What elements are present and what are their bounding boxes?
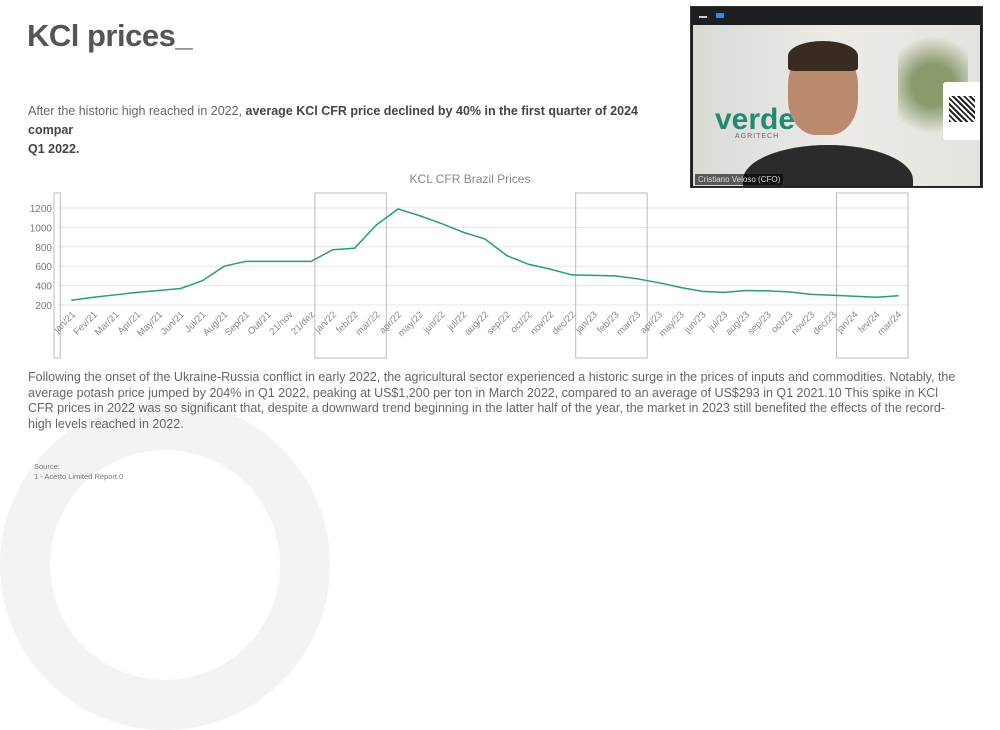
data-point: [245, 260, 247, 263]
y-tick-label: 1200: [30, 204, 53, 215]
data-point: [766, 290, 769, 292]
data-point: [853, 295, 856, 298]
x-tick-label: Out/21: [246, 309, 274, 337]
kcl-price-chart: KCL CFR Brazil Prices 200 400 600 800 1000 120…: [30, 172, 910, 359]
x-tick-label: nov/23: [789, 309, 817, 337]
data-point: [788, 291, 791, 293]
data-point: [679, 286, 682, 289]
y-tick-label: 200: [35, 301, 52, 312]
source-label: Source:: [34, 462, 60, 471]
intro-bold: average KCl CFR price declined by 40% in…: [28, 104, 638, 137]
data-point: [266, 260, 269, 263]
data-point: [592, 274, 595, 277]
x-tick-label: dec/22: [550, 309, 578, 337]
participant-name: Cristiano Veloso (CFO): [695, 174, 784, 185]
data-point: [462, 231, 465, 234]
x-tick-label: jun/23: [682, 309, 709, 336]
data-point: [440, 222, 443, 225]
x-tick-label: aug/22: [463, 309, 491, 337]
participant-video: [743, 41, 913, 186]
data-point: [701, 290, 704, 293]
data-point: [897, 294, 899, 297]
x-tick-label: jan/22: [312, 309, 339, 336]
data-point: [831, 294, 834, 297]
video-call-window[interactable]: verde AGRITECH Cristiano Veloso (CFO): [690, 6, 983, 188]
highlight-box: [53, 192, 61, 359]
x-tick-label: jan/23: [573, 309, 600, 336]
data-point: [418, 214, 421, 217]
data-point: [527, 263, 530, 266]
y-tick-label: 400: [35, 282, 52, 293]
data-point: [375, 224, 378, 226]
qr-code-icon: [943, 82, 980, 140]
source-item: 1 - Acerto Limited Report.0: [34, 472, 124, 481]
x-tick-label: mar/23: [615, 309, 644, 338]
data-point: [288, 260, 291, 263]
data-point: [658, 281, 660, 284]
x-tick-label: jan/24: [834, 309, 861, 336]
x-tick-label: Jun/21: [159, 309, 187, 337]
data-point: [636, 278, 638, 280]
data-point: [92, 296, 95, 299]
x-tick-label: aug/23: [724, 309, 752, 337]
intro-bold-2: Q1 2022.: [28, 142, 80, 156]
data-point: [71, 299, 73, 301]
x-tick-label: nov/22: [528, 309, 556, 337]
data-point: [745, 289, 747, 292]
highlight-box: [314, 192, 387, 359]
data-point: [484, 238, 486, 240]
background-arc: [0, 400, 330, 730]
data-point: [505, 254, 508, 257]
x-tick-label: 21/dez: [289, 309, 317, 337]
y-tick-label: 600: [35, 262, 52, 273]
data-point: [201, 279, 204, 282]
data-point: [332, 248, 334, 251]
source: Source: 1 - Acerto Limited Report.0: [34, 462, 123, 482]
data-point: [310, 260, 312, 263]
data-point: [114, 294, 117, 296]
data-point: [723, 291, 725, 294]
chart-title: KCL CFR Brazil Prices: [410, 172, 531, 186]
data-point: [223, 265, 225, 267]
verde-logo-sub: AGRITECH: [735, 133, 780, 140]
x-tick-label: sep/23: [746, 309, 774, 337]
data-point: [158, 289, 160, 292]
y-tick-label: 1000: [30, 223, 53, 234]
data-point: [614, 275, 617, 277]
x-tick-label: mar/24: [875, 309, 904, 338]
y-tick-label: 800: [35, 243, 52, 254]
video-titlebar[interactable]: [691, 7, 982, 24]
data-point: [136, 291, 139, 294]
data-point: [571, 274, 573, 276]
x-tick-label: jun/22: [421, 309, 448, 336]
data-point: [179, 287, 182, 290]
data-point: [875, 296, 878, 299]
highlight-box: [836, 192, 909, 359]
intro-plain: After the historic high reached in 2022,: [28, 104, 246, 118]
x-tick-label: sep/22: [485, 309, 513, 337]
data-point: [810, 293, 812, 296]
x-tick-label: mar/22: [354, 309, 383, 338]
price-line: [71, 208, 899, 301]
x-tick-label: Mar/21: [93, 309, 122, 338]
x-tick-label: Sep/21: [223, 309, 252, 338]
minimize-icon[interactable]: [699, 16, 707, 18]
data-point: [353, 247, 356, 250]
x-tick-label: dec/23: [811, 309, 839, 337]
video-toggle-icon[interactable]: [716, 13, 724, 18]
body-text: Following the onset of the Ukraine-Russi…: [28, 370, 956, 431]
video-feed: verde AGRITECH Cristiano Veloso (CFO): [693, 25, 980, 186]
verde-logo: verde: [715, 103, 796, 136]
data-point: [397, 208, 399, 210]
page-title: KCl prices_: [27, 18, 193, 53]
intro-text: After the historic high reached in 2022,…: [28, 102, 678, 159]
data-point: [549, 268, 552, 270]
